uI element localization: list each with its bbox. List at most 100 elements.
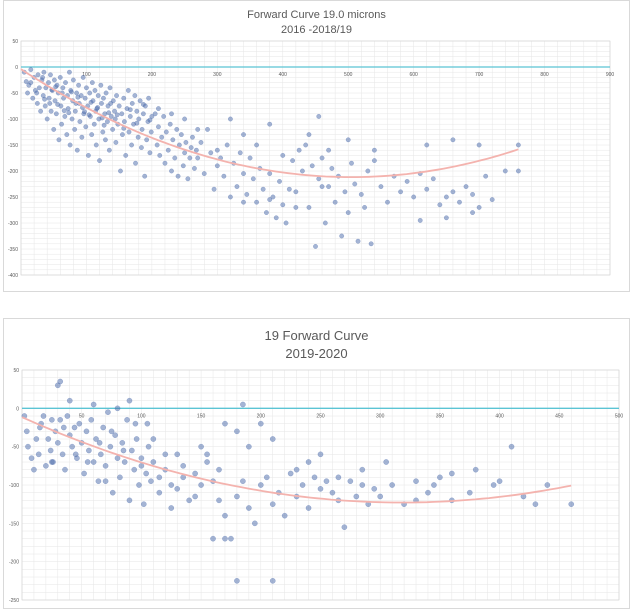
data-point <box>371 486 378 492</box>
data-point <box>449 470 455 477</box>
data-point <box>368 241 374 247</box>
data-point <box>228 535 234 542</box>
data-point <box>254 199 260 205</box>
data-point <box>241 199 246 205</box>
data-point <box>362 204 367 210</box>
data-point <box>117 474 123 481</box>
data-point <box>57 75 63 80</box>
data-point <box>146 95 152 101</box>
data-point <box>283 220 289 226</box>
data-point <box>198 443 204 450</box>
data-point <box>317 486 324 492</box>
data-point <box>246 505 252 511</box>
data-point <box>270 194 276 200</box>
data-point <box>254 142 260 148</box>
data-point <box>83 124 89 130</box>
data-point <box>132 93 138 99</box>
data-point <box>91 121 97 127</box>
data-point <box>532 501 539 507</box>
data-point <box>35 72 41 78</box>
data-point <box>267 197 273 203</box>
data-point <box>162 160 168 166</box>
data-point <box>77 119 83 125</box>
data-point <box>55 102 61 107</box>
data-point <box>48 72 53 78</box>
x-tick-label: 150 <box>197 413 206 419</box>
data-point <box>293 189 299 195</box>
data-point <box>23 79 29 84</box>
data-point <box>33 436 40 442</box>
data-point <box>34 101 40 106</box>
data-point <box>92 88 98 93</box>
data-point <box>102 478 109 484</box>
data-point <box>204 451 210 458</box>
data-point <box>286 186 292 192</box>
data-point <box>120 132 125 138</box>
data-point <box>450 189 456 195</box>
data-point <box>154 142 160 148</box>
data-point <box>305 459 312 465</box>
data-point <box>247 155 253 161</box>
data-point <box>60 424 67 431</box>
data-point <box>135 134 141 140</box>
x-tick-label: 300 <box>213 72 222 78</box>
data-point <box>72 451 79 458</box>
data-point <box>61 108 67 114</box>
data-point <box>424 142 430 148</box>
data-point <box>267 121 273 127</box>
x-tick-label: 900 <box>606 72 615 78</box>
data-point <box>68 89 74 95</box>
data-point <box>389 482 395 488</box>
y-tick-label: 50 <box>13 368 19 374</box>
data-point <box>208 150 214 156</box>
y-tick-label: -100 <box>9 483 19 489</box>
data-point <box>195 155 201 161</box>
data-point <box>144 137 150 143</box>
data-point <box>198 482 204 488</box>
data-point <box>317 451 324 458</box>
data-point <box>182 150 188 156</box>
data-point <box>161 114 167 119</box>
data-point <box>25 443 31 450</box>
data-point <box>281 512 288 519</box>
data-point <box>163 129 169 135</box>
data-point <box>76 420 83 427</box>
data-point <box>139 145 144 151</box>
chart-subtitle: 2016 -2018/19 <box>281 24 352 36</box>
data-point <box>23 428 30 435</box>
data-point <box>234 428 240 435</box>
data-point <box>490 482 497 488</box>
data-point <box>87 90 93 96</box>
data-point <box>101 122 107 128</box>
data-point <box>168 505 175 511</box>
data-point <box>476 142 482 148</box>
data-point <box>316 176 322 182</box>
data-point <box>156 474 163 481</box>
data-point <box>411 194 417 200</box>
data-point <box>157 152 163 158</box>
x-tick-label: 250 <box>316 413 325 419</box>
chart-panel-bottom: 19 Forward Curve 2019-2020 50 0 -50 -100 -15… <box>3 318 630 609</box>
data-point <box>241 171 246 177</box>
data-point <box>46 80 51 86</box>
data-point <box>293 204 299 210</box>
data-point <box>305 505 312 511</box>
data-point <box>496 478 503 484</box>
data-point <box>180 163 186 169</box>
data-point <box>508 443 515 450</box>
data-point <box>174 126 180 132</box>
data-point <box>515 142 521 148</box>
data-point <box>326 184 331 190</box>
data-point <box>470 210 475 216</box>
data-point <box>201 171 207 177</box>
data-point <box>476 204 482 210</box>
data-point <box>303 142 309 148</box>
trendline <box>21 416 572 504</box>
data-point <box>127 114 133 119</box>
data-point <box>31 466 37 473</box>
data-point <box>316 114 322 119</box>
chart-subtitle: 2019-2020 <box>285 346 348 361</box>
data-point <box>140 102 146 107</box>
data-point <box>277 178 282 184</box>
